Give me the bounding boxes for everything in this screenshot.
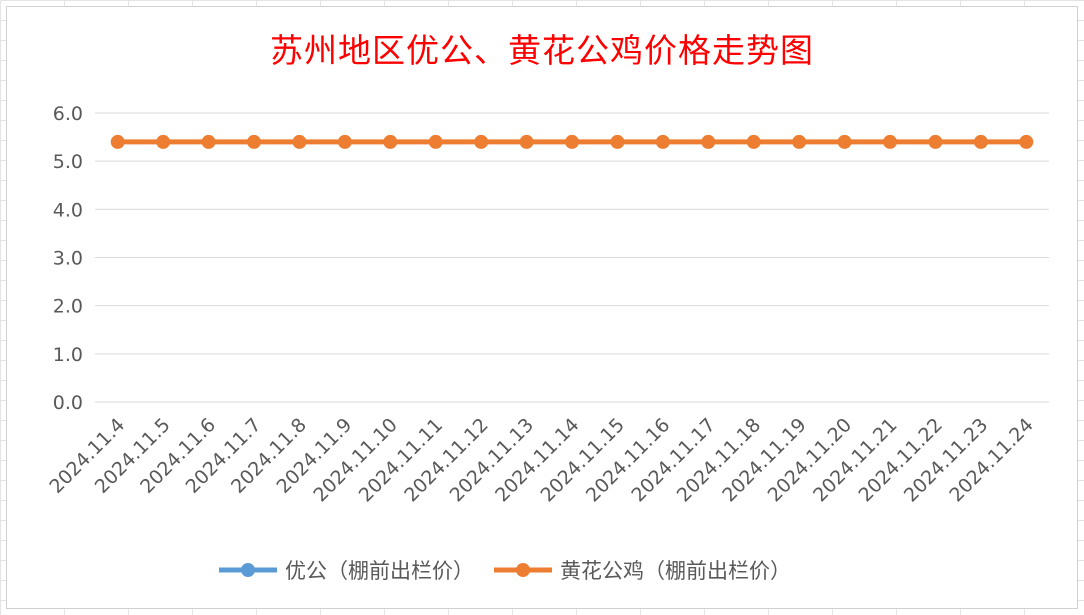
x-axis-ticks: 2024.11.42024.11.52024.11.62024.11.72024…: [45, 414, 1038, 506]
y-tick-label: 1.0: [53, 344, 83, 366]
data-point: [428, 134, 443, 149]
data-point: [655, 134, 670, 149]
data-point: [292, 134, 307, 149]
data-point: [383, 134, 398, 149]
data-point: [746, 134, 761, 149]
y-tick-label: 0.0: [53, 392, 83, 414]
legend-label: 优公（棚前出栏价）: [285, 559, 474, 583]
legend-marker: [241, 563, 255, 577]
y-tick-label: 4.0: [53, 199, 83, 221]
data-point: [519, 134, 534, 149]
chart-area[interactable]: 苏州地区优公、黄花公鸡价格走势图 0.0 1.0 2.0 3.0 4.0 5.0 6.0 2…: [6, 6, 1078, 609]
line-chart: 0.0 1.0 2.0 3.0 4.0 5.0 6.0 2024.11.42024.11.5…: [45, 103, 1049, 583]
data-point: [1019, 134, 1034, 149]
data-point: [474, 134, 489, 149]
y-tick-label: 2.0: [53, 296, 83, 318]
data-point: [337, 134, 352, 149]
data-point: [565, 134, 579, 149]
gridlines: [95, 112, 1049, 403]
data-point: [156, 134, 171, 149]
data-point: [837, 134, 852, 149]
y-tick-label: 6.0: [53, 103, 83, 125]
y-tick-label: 3.0: [53, 248, 83, 270]
legend-label: 黄花公鸡（棚前出栏价）: [560, 559, 791, 583]
data-point: [973, 134, 988, 149]
data-point: [201, 134, 216, 149]
data-point: [247, 134, 261, 149]
data-point: [610, 134, 625, 149]
data-point: [883, 134, 897, 149]
data-point: [110, 134, 125, 149]
y-axis-ticks: 0.0 1.0 2.0 3.0 4.0 5.0 6.0: [53, 103, 83, 414]
series-lines: [110, 134, 1034, 149]
data-point: [928, 134, 943, 149]
legend-marker: [516, 563, 530, 577]
data-point: [792, 134, 807, 149]
y-tick-label: 5.0: [53, 151, 83, 173]
legend: 优公（棚前出栏价） 黄花公鸡（棚前出栏价）: [219, 559, 791, 583]
chart-title: 苏州地区优公、黄花公鸡价格走势图: [270, 31, 814, 70]
data-point: [701, 134, 716, 149]
